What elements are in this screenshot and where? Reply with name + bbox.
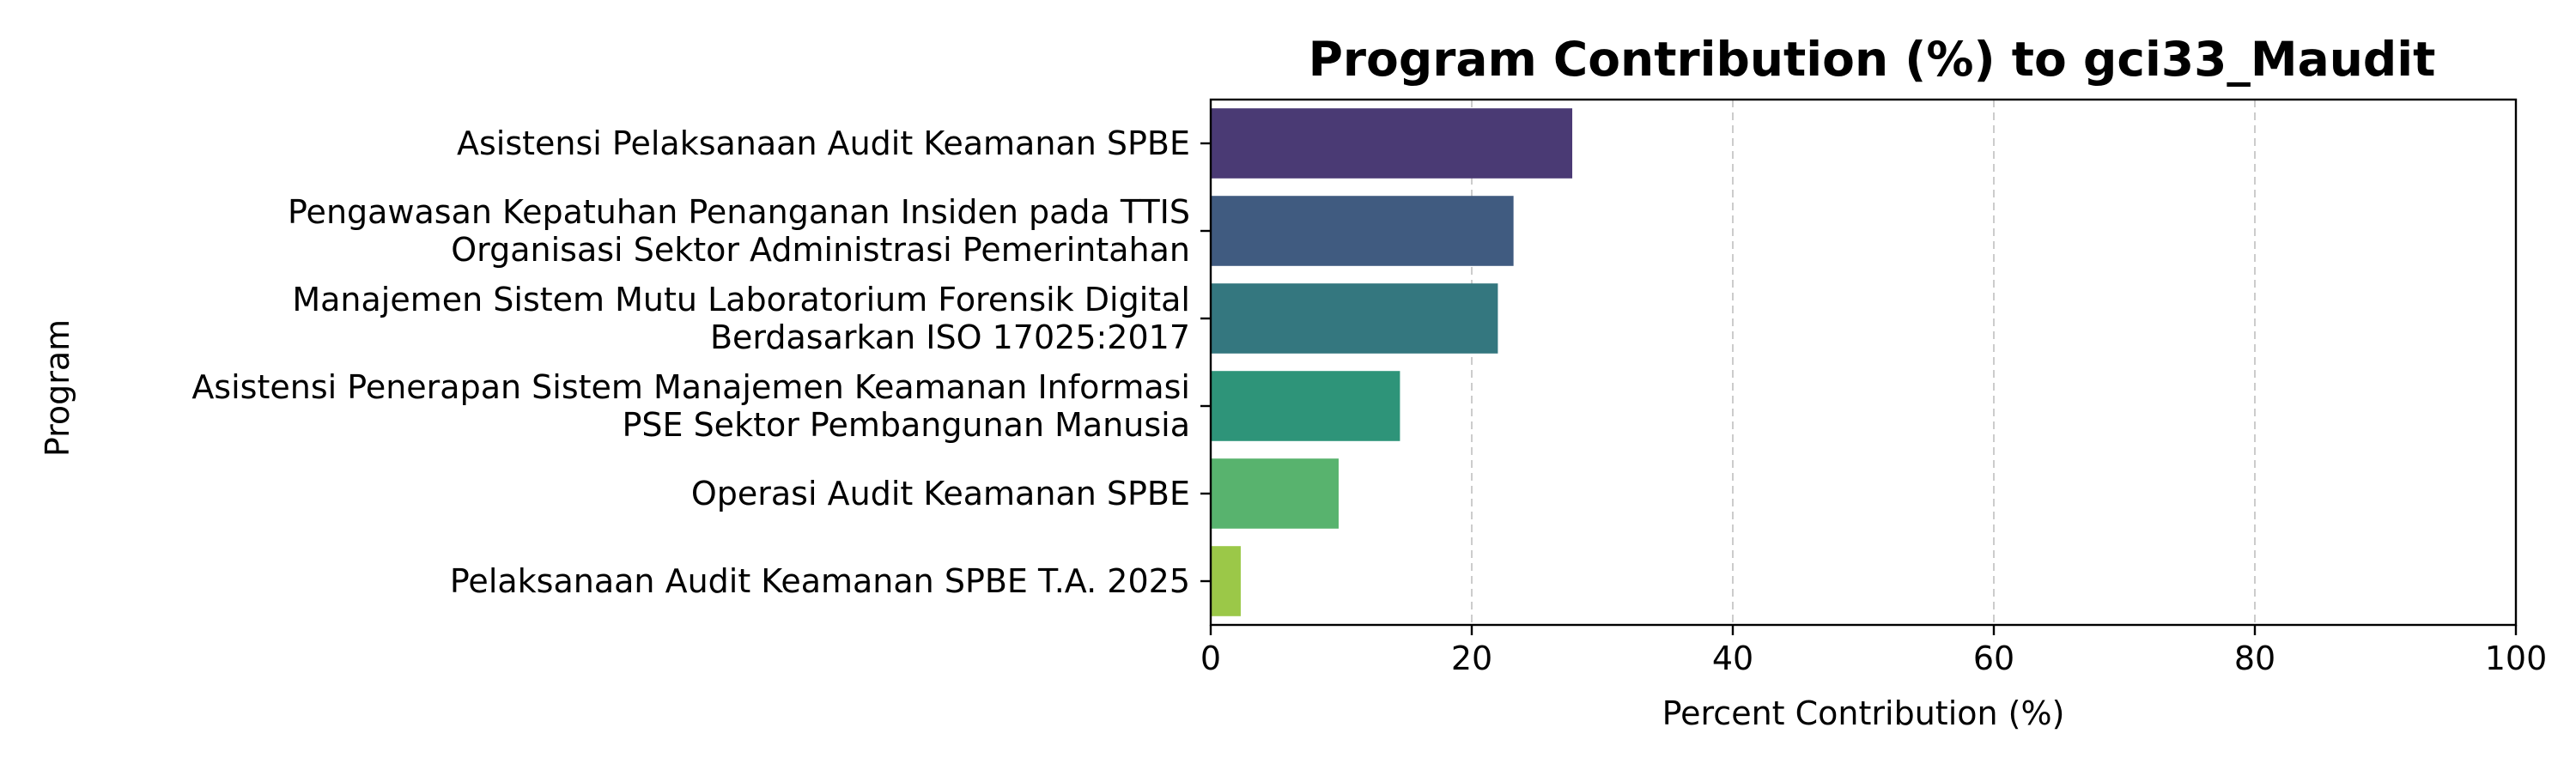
grid-lines (1471, 100, 2256, 625)
y-tick-label: Manajemen Sistem Mutu Laboratorium Foren… (292, 281, 1190, 356)
y-axis-label: Program (39, 319, 76, 457)
x-tick-label: 20 (1451, 640, 1492, 677)
y-tick-label-line: Pengawasan Kepatuhan Penanganan Insiden … (288, 193, 1190, 231)
y-tick-label-line: Organisasi Sektor Administrasi Pemerinta… (451, 231, 1190, 269)
x-tick-label: 0 (1200, 640, 1221, 677)
x-axis-ticks: 0 20 40 60 80 100 (1200, 625, 2547, 677)
bar (1211, 283, 1498, 354)
x-tick-label: 80 (2234, 640, 2275, 677)
bar (1211, 546, 1241, 616)
bar (1211, 371, 1400, 441)
bars (1211, 108, 1573, 616)
x-axis-label: Percent Contribution (%) (1662, 694, 2065, 732)
y-tick-label: Asistensi Pelaksanaan Audit Keamanan SPB… (457, 124, 1190, 162)
y-tick-label: Pengawasan Kepatuhan Penanganan Insiden … (288, 193, 1190, 269)
y-tick-label: Operasi Audit Keamanan SPBE (691, 475, 1190, 512)
y-tick-label-line: Pelaksanaan Audit Keamanan SPBE T.A. 202… (450, 562, 1190, 600)
bar (1211, 108, 1573, 179)
y-tick-label-line: Asistensi Penerapan Sistem Manajemen Kea… (191, 368, 1190, 406)
y-tick-label-line: Operasi Audit Keamanan SPBE (691, 475, 1190, 512)
bar (1211, 196, 1514, 266)
y-tick-label-line: PSE Sektor Pembangunan Manusia (622, 406, 1190, 444)
bar (1211, 458, 1339, 529)
y-axis-ticks: Asistensi Pelaksanaan Audit Keamanan SPB… (191, 124, 1211, 600)
x-tick-label: 60 (1973, 640, 2014, 677)
chart-title: Program Contribution (%) to gci33_Maudit (1309, 32, 2436, 87)
x-tick-label: 40 (1712, 640, 1753, 677)
plot-frame (1209, 98, 2518, 627)
y-tick-label-line: Manajemen Sistem Mutu Laboratorium Foren… (292, 281, 1190, 318)
y-tick-label-line: Asistensi Pelaksanaan Audit Keamanan SPB… (457, 124, 1190, 162)
y-tick-label: Pelaksanaan Audit Keamanan SPBE T.A. 202… (450, 562, 1190, 600)
y-tick-label: Asistensi Penerapan Sistem Manajemen Kea… (191, 368, 1190, 444)
x-tick-label: 100 (2485, 640, 2548, 677)
y-tick-label-line: Berdasarkan ISO 17025:2017 (710, 318, 1190, 356)
